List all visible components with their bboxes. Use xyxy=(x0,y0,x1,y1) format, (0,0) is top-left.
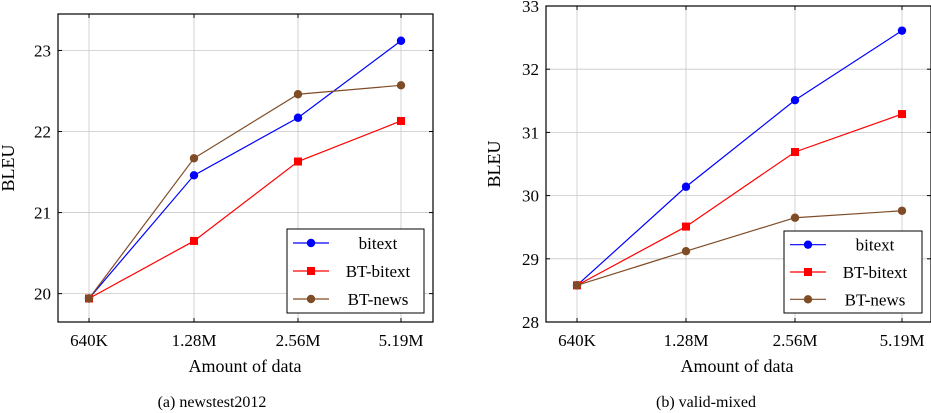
y-axis-label: BLEU xyxy=(0,145,18,192)
chart-panel-1: 20 21 22 23 640K 1.28M 2.56M 5.19M Amount of dat… xyxy=(0,13,434,411)
y-tick-label: 23 xyxy=(34,41,51,60)
data-point-bt-bitext xyxy=(190,236,198,245)
data-point-bt-bitext xyxy=(682,222,690,231)
x-tick-label: 1.28M xyxy=(664,331,709,350)
y-tick-label: 31 xyxy=(522,123,539,142)
series-line-bitext xyxy=(576,30,903,286)
data-point-bt-news xyxy=(681,247,691,256)
x-tick-label: 2.56M xyxy=(276,331,321,350)
data-point-bitext xyxy=(189,171,199,180)
y-tick-label: 33 xyxy=(522,0,539,16)
y-tick-label: 30 xyxy=(522,187,539,206)
data-point-bt-news xyxy=(396,81,406,90)
legend-marker xyxy=(306,238,316,248)
x-tick-label: 640K xyxy=(558,331,597,350)
legend-marker xyxy=(803,240,813,249)
data-point-bitext xyxy=(681,182,691,191)
legend-label: BT-bitext xyxy=(346,262,411,281)
legend-label: bitext xyxy=(856,236,895,255)
legend-marker xyxy=(306,294,316,304)
data-point-bitext xyxy=(293,113,303,122)
plot-frame xyxy=(57,13,434,323)
data-point-bt-bitext xyxy=(898,110,906,119)
y-tick-label: 22 xyxy=(34,123,51,142)
legend-label: BT-news xyxy=(845,290,906,309)
data-point-bt-news xyxy=(790,213,800,222)
legend: bitext BT-bitext BT-news xyxy=(783,230,923,314)
y-tick-label: 21 xyxy=(34,204,51,223)
data-point-bt-news xyxy=(293,90,303,99)
legend-marker xyxy=(803,295,813,304)
data-point-bt-bitext xyxy=(294,157,302,166)
y-tick-label: 32 xyxy=(522,60,539,79)
y-tick-label: 29 xyxy=(522,250,539,269)
series-line-bt-news xyxy=(576,210,903,286)
data-point-bitext xyxy=(396,36,406,45)
legend-label: bitext xyxy=(359,234,398,253)
data-point-bt-news xyxy=(897,206,907,215)
data-point-bt-news xyxy=(189,154,199,163)
series-line-bt-bitext xyxy=(88,120,402,300)
chart-panel-2: 28 29 30 31 32 33 640K 1.28M 2.56M 5.19M Amount of… xyxy=(484,0,931,411)
data-point-bt-news xyxy=(572,281,582,290)
legend-marker xyxy=(307,267,315,275)
data-point-bt-news xyxy=(84,294,94,303)
data-point-bitext xyxy=(897,26,907,35)
x-axis-label: Amount of data xyxy=(189,356,302,376)
legend-label: BT-bitext xyxy=(843,263,908,282)
series-line-bitext xyxy=(88,40,402,299)
x-tick-label: 2.56M xyxy=(773,331,818,350)
x-axis-label: Amount of data xyxy=(681,356,794,376)
x-tick-label: 640K xyxy=(70,331,109,350)
data-point-bt-bitext xyxy=(397,116,405,125)
data-point-bitext xyxy=(790,95,800,105)
x-tick-label: 5.19M xyxy=(880,331,925,350)
x-tick-label: 1.28M xyxy=(172,331,217,350)
legend-marker xyxy=(804,268,812,276)
series-line-bt-bitext xyxy=(576,113,903,286)
chart-caption: (b) valid-mixed xyxy=(656,394,756,411)
plot-frame xyxy=(545,5,931,323)
data-point-bt-bitext xyxy=(791,147,799,156)
x-tick-label: 5.19M xyxy=(379,331,424,350)
y-axis-label: BLEU xyxy=(484,141,504,188)
series-line-bt-news xyxy=(88,84,402,299)
legend-label: BT-news xyxy=(348,290,409,309)
legend: bitext BT-bitext BT-news xyxy=(286,228,425,314)
chart-caption: (a) newstest2012 xyxy=(158,394,267,411)
y-tick-label: 20 xyxy=(34,285,51,304)
y-tick-label: 28 xyxy=(522,313,539,332)
